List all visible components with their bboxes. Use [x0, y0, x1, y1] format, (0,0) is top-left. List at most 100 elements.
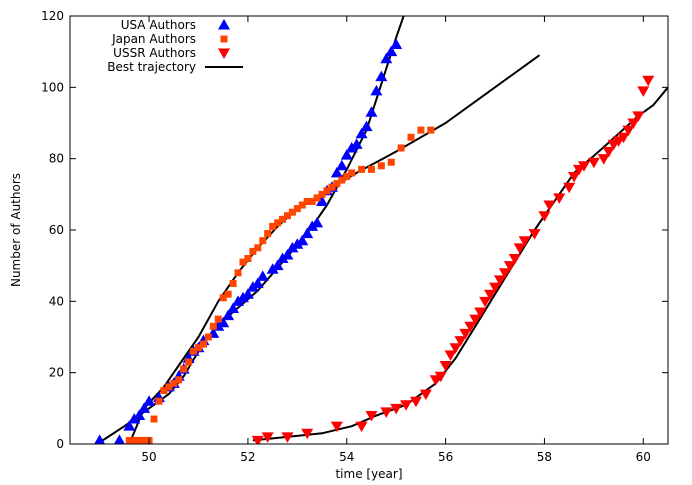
japan-authors-point: [279, 215, 287, 223]
y-tick-label: 60: [49, 223, 64, 237]
usa-authors-point: [271, 259, 284, 271]
japan-authors-point: [288, 208, 296, 216]
japan-authors-point: [204, 333, 212, 341]
y-tick-label: 100: [41, 80, 64, 94]
ussr-authors-point: [400, 400, 413, 411]
ussr-authors-point: [479, 296, 492, 308]
ussr-authors-point: [597, 154, 610, 165]
ussr-authors-point: [380, 407, 393, 418]
ussr-authors-point: [538, 211, 551, 222]
japan-authors-point: [244, 255, 252, 263]
best-trajectory-line: [128, 54, 541, 444]
ussr-authors-point: [602, 147, 615, 158]
japan-authors-point: [160, 387, 168, 394]
japan-authors-point: [323, 187, 331, 195]
japan-authors-point: [397, 144, 405, 152]
usa-authors-point: [311, 216, 324, 228]
usa-authors-point: [94, 434, 106, 444]
japan-authors-point: [254, 244, 262, 252]
ussr-authors-point: [434, 371, 447, 383]
x-axis-label: time [year]: [335, 467, 402, 481]
y-tick-label: 80: [49, 152, 64, 166]
ussr-authors-point: [281, 432, 294, 443]
x-tick-label: 60: [636, 450, 651, 464]
japan-authors-point: [155, 397, 163, 405]
usa-authors-point: [380, 52, 393, 64]
japan-authors-point: [407, 133, 415, 141]
ussr-authors-point: [528, 229, 541, 240]
ussr-authors-point: [449, 343, 462, 354]
japan-authors-point: [427, 126, 435, 134]
y-axis-label: Number of Authors: [9, 173, 23, 287]
usa-authors-point: [241, 288, 254, 299]
japan-authors-point: [175, 376, 183, 384]
ussr-authors-point: [355, 421, 368, 433]
ussr-authors-point: [513, 243, 526, 254]
usa-authors-point: [123, 420, 136, 431]
ussr-authors-point: [301, 428, 314, 440]
japan-authors-point: [125, 436, 133, 444]
japan-authors-point: [219, 294, 227, 302]
usa-authors-point: [340, 149, 353, 160]
ussr-authors-point: [484, 289, 497, 301]
japan-authors-point: [303, 197, 311, 205]
x-tick-label: 56: [438, 450, 453, 464]
ussr-authors-point: [508, 254, 521, 265]
japan-authors-point: [348, 169, 356, 177]
japan-authors-point: [130, 436, 138, 444]
ussr-authors-point: [642, 75, 655, 87]
usa-authors-point: [217, 316, 230, 328]
japan-authors-point: [135, 436, 143, 444]
japan-authors-point: [318, 190, 326, 198]
ussr-authors-point: [493, 275, 506, 286]
ussr-authors-point: [543, 200, 556, 212]
ussr-authors-point: [365, 410, 378, 422]
japan-authors-point: [417, 126, 425, 134]
ussr-authors-point: [503, 261, 516, 272]
ussr-authors-point: [464, 321, 477, 333]
ussr-authors-point: [587, 157, 600, 169]
japan-authors-point: [199, 340, 207, 348]
ussr-authors-point: [251, 435, 264, 444]
ussr-authors-point: [444, 350, 457, 361]
legend-marker-swatch: [220, 35, 228, 43]
usa-authors-point: [335, 159, 348, 171]
y-tick-label: 120: [41, 9, 64, 23]
usa-authors-point: [375, 70, 388, 82]
japan-authors-point: [328, 183, 336, 191]
legend-marker-swatch: [218, 19, 230, 30]
usa-authors-point: [113, 434, 125, 444]
japan-authors-point: [165, 383, 173, 391]
usa-authors-point: [390, 38, 403, 50]
japan-authors-point: [274, 219, 282, 227]
usa-authors-point: [365, 106, 378, 117]
japan-authors-point: [367, 165, 375, 173]
usa-authors-point: [301, 227, 314, 239]
x-tick-label: 50: [141, 450, 156, 464]
ussr-authors-point: [622, 125, 635, 137]
usa-authors-point: [222, 309, 235, 321]
japan-authors-point: [308, 197, 316, 205]
usa-authors-point: [251, 277, 264, 288]
ussr-authors-point: [474, 307, 487, 319]
legend-label: Best trajectory: [107, 60, 196, 74]
japan-authors-point: [358, 165, 366, 173]
ussr-authors-point: [553, 193, 566, 204]
legend-label: USA Authors: [121, 18, 196, 32]
japan-authors-point: [234, 269, 242, 277]
x-tick-label: 52: [240, 450, 255, 464]
ussr-authors-point: [498, 268, 511, 279]
japan-authors-point: [343, 173, 351, 180]
usa-authors-point: [385, 45, 398, 57]
japan-authors-point: [298, 201, 306, 209]
japan-authors-point: [259, 237, 267, 245]
ussr-authors-point: [261, 432, 274, 443]
japan-authors-point: [283, 212, 291, 220]
ussr-authors-point: [518, 236, 531, 247]
japan-authors-point: [140, 436, 148, 444]
legend-label: Japan Authors: [111, 32, 196, 46]
usa-authors-point: [350, 138, 363, 149]
japan-authors-point: [264, 230, 272, 238]
